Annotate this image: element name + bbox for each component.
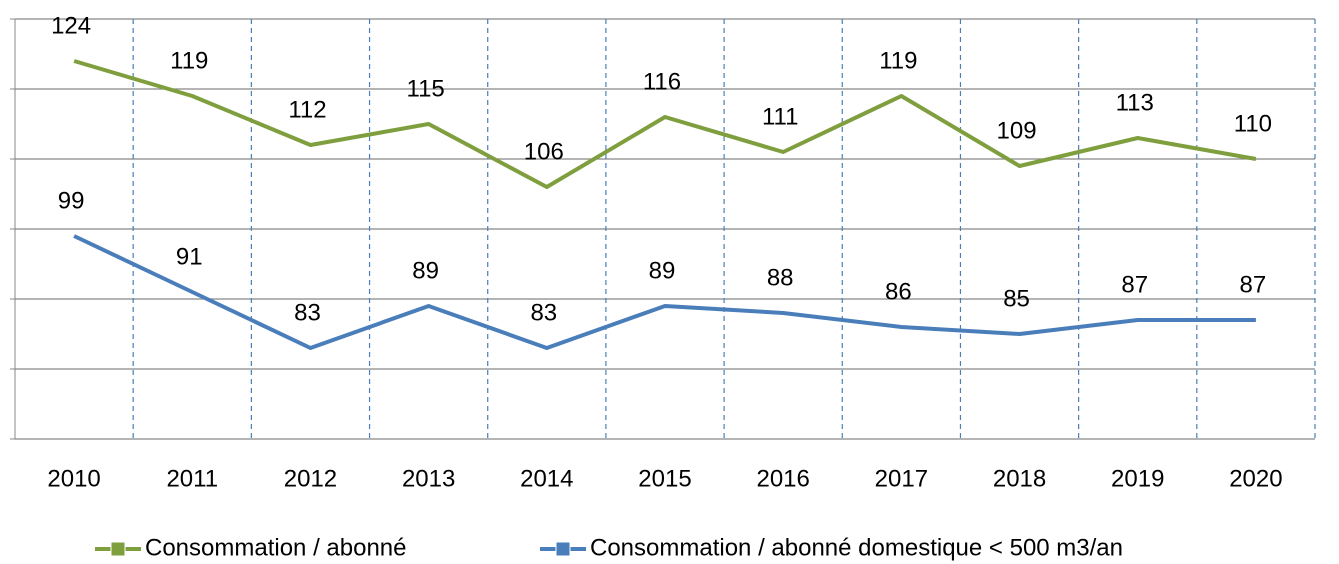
data-label: 91	[176, 243, 203, 270]
x-tick-label: 2017	[875, 465, 928, 492]
data-label: 106	[524, 138, 564, 165]
data-label: 119	[170, 47, 208, 74]
legend-label: Consommation / abonné domestique < 500 m…	[590, 534, 1123, 561]
data-label: 88	[767, 264, 794, 291]
data-label: 83	[530, 299, 557, 326]
x-tick-label: 2012	[284, 465, 337, 492]
data-label: 89	[649, 257, 676, 284]
data-label: 83	[294, 299, 321, 326]
data-label: 99	[58, 187, 85, 214]
data-label: 109	[997, 117, 1037, 144]
x-tick-label: 2013	[402, 465, 455, 492]
legend-marker	[555, 541, 571, 557]
data-label: 85	[1003, 285, 1030, 312]
data-label: 119	[879, 47, 917, 74]
data-label: 110	[1234, 110, 1272, 137]
x-tick-label: 2014	[520, 465, 573, 492]
legend-marker	[110, 541, 126, 557]
data-label: 124	[51, 12, 91, 39]
x-tick-label: 2019	[1111, 465, 1164, 492]
data-label: 112	[288, 96, 326, 123]
data-label: 111	[762, 103, 798, 130]
legend-label: Consommation / abonné	[145, 534, 407, 561]
x-tick-label: 2018	[993, 465, 1046, 492]
x-tick-label: 2011	[166, 465, 218, 492]
data-label: 89	[412, 257, 439, 284]
x-tick-label: 2020	[1229, 465, 1282, 492]
data-label: 115	[407, 75, 445, 102]
data-label: 116	[643, 68, 681, 95]
data-label: 86	[885, 278, 912, 305]
series-line	[73, 59, 1257, 189]
x-tick-label: 2016	[756, 465, 809, 492]
data-label: 87	[1121, 271, 1148, 298]
data-label: 113	[1116, 89, 1154, 116]
x-tick-label: 2015	[638, 465, 691, 492]
series-line	[73, 234, 1256, 350]
x-tick-label: 2010	[47, 465, 100, 492]
data-label: 87	[1240, 271, 1267, 298]
